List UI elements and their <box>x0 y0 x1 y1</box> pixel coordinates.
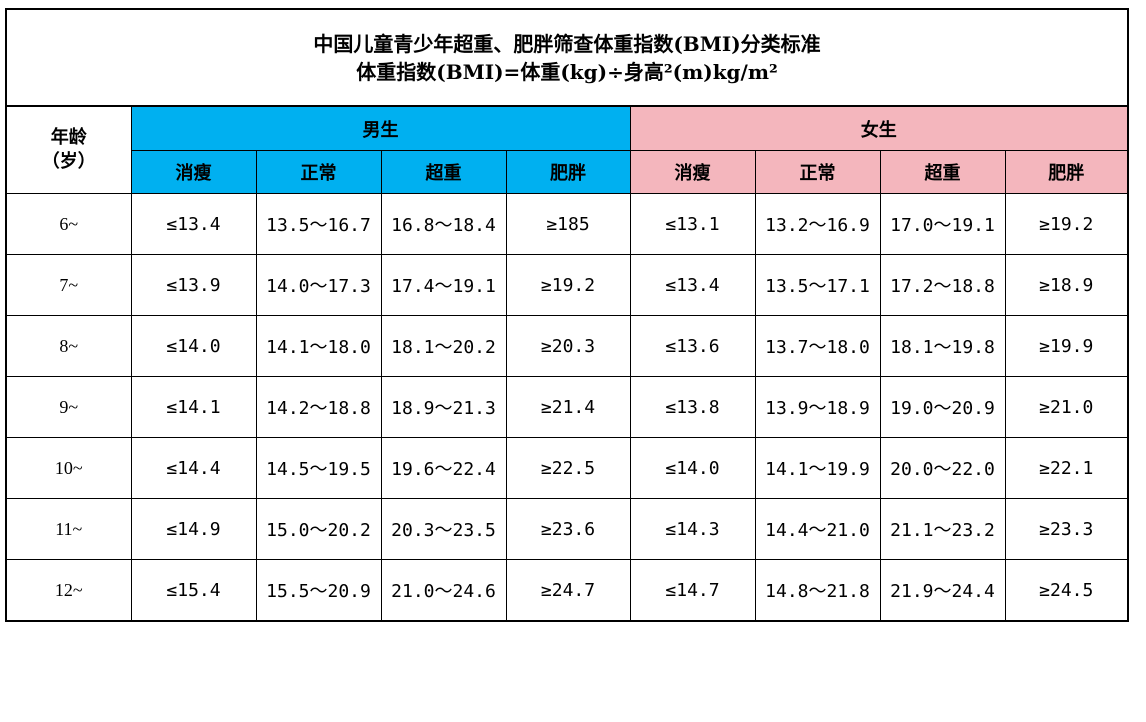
male-overweight-cell: 17.4～19.1 <box>380 254 507 316</box>
female-obese-cell: ≥18.9 <box>1004 254 1127 316</box>
female-normal-cell: 14.1～19.9 <box>754 437 881 499</box>
male-underweight-cell: ≤13.9 <box>130 254 257 316</box>
title-line-1: 中国儿童青少年超重、肥胖筛查体重指数(BMI)分类标准 <box>313 31 821 56</box>
table-row: 8~ ≤14.0 14.1～18.0 18.1～20.2 ≥20.3 ≤13.6… <box>7 315 1127 377</box>
male-overweight-cell: 20.3～23.5 <box>380 498 507 560</box>
female-obese-cell: ≥24.5 <box>1004 559 1127 620</box>
male-overweight-cell: 18.1～20.2 <box>380 315 507 377</box>
female-underweight-cell: ≤13.1 <box>629 193 756 255</box>
female-underweight-cell: ≤14.0 <box>629 437 756 499</box>
male-overweight-cell: 21.0～24.6 <box>380 559 507 620</box>
male-underweight-cell: ≤13.4 <box>130 193 257 255</box>
male-normal-cell: 15.0～20.2 <box>255 498 382 560</box>
male-sub-underweight: 消瘦 <box>131 150 257 194</box>
female-normal-cell: 13.2～16.9 <box>754 193 881 255</box>
female-normal-cell: 14.8～21.8 <box>754 559 881 620</box>
female-sub-underweight: 消瘦 <box>629 150 756 194</box>
female-header: 女生 <box>629 107 1127 151</box>
female-overweight-cell: 19.0～20.9 <box>879 376 1006 438</box>
table-row: 9~ ≤14.1 14.2～18.8 18.9～21.3 ≥21.4 ≤13.8… <box>7 376 1127 438</box>
female-obese-cell: ≥19.9 <box>1004 315 1127 377</box>
male-normal-cell: 14.5～19.5 <box>255 437 382 499</box>
male-sub-obese: 肥胖 <box>505 150 631 194</box>
male-obese-cell: ≥19.2 <box>505 254 631 316</box>
male-underweight-cell: ≤14.1 <box>130 376 257 438</box>
female-normal-cell: 13.7～18.0 <box>754 315 881 377</box>
male-sub-overweight: 超重 <box>380 150 507 194</box>
male-normal-cell: 14.1～18.0 <box>255 315 382 377</box>
male-normal-cell: 14.2～18.8 <box>255 376 382 438</box>
bmi-table: 年龄 （岁） 男生 女生 消瘦 正常 超重 肥胖 消瘦 正常 超重 肥胖 6~ … <box>7 107 1127 620</box>
age-cell: 7~ <box>7 254 132 316</box>
female-normal-cell: 13.5～17.1 <box>754 254 881 316</box>
female-sub-normal: 正常 <box>754 150 881 194</box>
age-header: 年龄 （岁） <box>7 107 132 194</box>
age-cell: 6~ <box>7 193 132 255</box>
female-overweight-cell: 21.1～23.2 <box>879 498 1006 560</box>
table-row: 7~ ≤13.9 14.0～17.3 17.4～19.1 ≥19.2 ≤13.4… <box>7 254 1127 316</box>
male-obese-cell: ≥24.7 <box>505 559 631 620</box>
female-obese-cell: ≥23.3 <box>1004 498 1127 560</box>
female-normal-cell: 13.9～18.9 <box>754 376 881 438</box>
male-overweight-cell: 16.8～18.4 <box>380 193 507 255</box>
male-obese-cell: ≥22.5 <box>505 437 631 499</box>
table-row: 12~ ≤15.4 15.5～20.9 21.0～24.6 ≥24.7 ≤14.… <box>7 559 1127 620</box>
age-header-unit: （岁） <box>41 151 96 172</box>
table-row: 11~ ≤14.9 15.0～20.2 20.3～23.5 ≥23.6 ≤14.… <box>7 498 1127 560</box>
female-sub-obese: 肥胖 <box>1004 150 1127 194</box>
male-obese-cell: ≥23.6 <box>505 498 631 560</box>
female-underweight-cell: ≤13.6 <box>629 315 756 377</box>
male-header: 男生 <box>130 107 631 151</box>
age-cell: 12~ <box>7 559 132 620</box>
male-obese-cell: ≥20.3 <box>505 315 631 377</box>
age-cell: 8~ <box>7 315 132 377</box>
table-row: 6~ ≤13.4 13.5～16.7 16.8～18.4 ≥185 ≤13.1 … <box>7 193 1127 255</box>
table-row: 10~ ≤14.4 14.5～19.5 19.6～22.4 ≥22.5 ≤14.… <box>7 437 1127 499</box>
title-line-2: 体重指数(BMI)=体重(kg)÷身高²(m)kg/m² <box>356 59 778 84</box>
female-obese-cell: ≥21.0 <box>1004 376 1127 438</box>
female-overweight-cell: 18.1～19.8 <box>879 315 1006 377</box>
age-cell: 11~ <box>7 498 132 560</box>
female-obese-cell: ≥22.1 <box>1004 437 1127 499</box>
male-underweight-cell: ≤15.4 <box>130 559 257 620</box>
male-normal-cell: 14.0～17.3 <box>255 254 382 316</box>
male-obese-cell: ≥185 <box>505 193 631 255</box>
female-underweight-cell: ≤13.4 <box>629 254 756 316</box>
bmi-table-sheet: 中国儿童青少年超重、肥胖筛查体重指数(BMI)分类标准 体重指数(BMI)=体重… <box>5 8 1129 622</box>
female-normal-cell: 14.4～21.0 <box>754 498 881 560</box>
male-underweight-cell: ≤14.4 <box>130 437 257 499</box>
female-overweight-cell: 17.0～19.1 <box>879 193 1006 255</box>
age-header-label: 年龄 <box>50 127 87 148</box>
male-underweight-cell: ≤14.0 <box>130 315 257 377</box>
female-underweight-cell: ≤13.8 <box>629 376 756 438</box>
female-underweight-cell: ≤14.3 <box>629 498 756 560</box>
female-overweight-cell: 17.2～18.8 <box>879 254 1006 316</box>
male-overweight-cell: 18.9～21.3 <box>380 376 507 438</box>
male-obese-cell: ≥21.4 <box>505 376 631 438</box>
female-overweight-cell: 21.9～24.4 <box>879 559 1006 620</box>
male-underweight-cell: ≤14.9 <box>130 498 257 560</box>
male-sub-normal: 正常 <box>255 150 382 194</box>
female-sub-overweight: 超重 <box>879 150 1006 194</box>
age-cell: 10~ <box>7 437 132 499</box>
age-cell: 9~ <box>7 376 132 438</box>
male-normal-cell: 15.5～20.9 <box>255 559 382 620</box>
female-obese-cell: ≥19.2 <box>1004 193 1127 255</box>
female-overweight-cell: 20.0～22.0 <box>879 437 1006 499</box>
male-normal-cell: 13.5～16.7 <box>255 193 382 255</box>
table-title: 中国儿童青少年超重、肥胖筛查体重指数(BMI)分类标准 体重指数(BMI)=体重… <box>7 10 1127 107</box>
male-overweight-cell: 19.6～22.4 <box>380 437 507 499</box>
female-underweight-cell: ≤14.7 <box>629 559 756 620</box>
